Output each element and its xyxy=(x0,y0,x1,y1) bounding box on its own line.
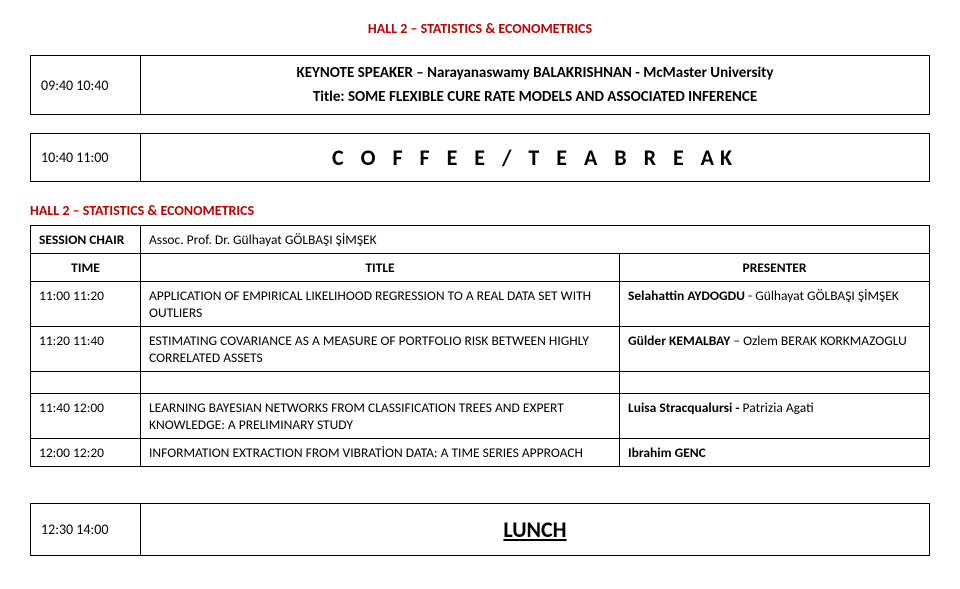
talk-time: 12:00 12:20 xyxy=(31,439,141,467)
session-chair-row: SESSION CHAIR Assoc. Prof. Dr. Gülhayat … xyxy=(31,226,930,254)
break-time: 10:40 11:00 xyxy=(31,134,141,182)
session-table: SESSION CHAIR Assoc. Prof. Dr. Gülhayat … xyxy=(30,225,930,467)
keynote-title-label: Title: xyxy=(313,88,345,106)
talk-title: ESTIMATING COVARIANCE AS A MEASURE OF PO… xyxy=(141,327,620,372)
talk-presenter: Gülder KEMALBAY – Ozlem BERAK KORKMAZOGL… xyxy=(620,327,930,372)
keynote-table: 09:40 10:40 KEYNOTE SPEAKER – Narayanasw… xyxy=(30,55,930,115)
keynote-title-row: Title: SOME FLEXIBLE CURE RATE MODELS AN… xyxy=(151,88,919,106)
talk-presenter: Selahattin AYDOGDU - Gülhayat GÖLBAŞI Şİ… xyxy=(620,282,930,327)
column-headers: TIME TITLE PRESENTER xyxy=(31,254,930,282)
talk-time: 11:40 12:00 xyxy=(31,394,141,439)
session-chair-name: Assoc. Prof. Dr. Gülhayat GÖLBAŞI ŞİMŞEK xyxy=(141,226,930,254)
col-title: TITLE xyxy=(141,254,620,282)
col-presenter: PRESENTER xyxy=(620,254,930,282)
talk-row: 12:00 12:20 INFORMATION EXTRACTION FROM … xyxy=(31,439,930,467)
hall-header: HALL 2 – STATISTICS & ECONOMETRICS xyxy=(30,20,930,37)
keynote-content: KEYNOTE SPEAKER – Narayanaswamy BALAKRIS… xyxy=(141,56,930,115)
talk-presenter: Ibrahim GENC xyxy=(620,439,930,467)
talk-presenter: Luisa Stracqualursi - Patrizia Agati xyxy=(620,394,930,439)
talk-row: 11:00 11:20 APPLICATION OF EMPIRICAL LIK… xyxy=(31,282,930,327)
hall-header-2: HALL 2 – STATISTICS & ECONOMETRICS xyxy=(30,202,930,219)
spacer-row xyxy=(31,372,930,394)
talk-title: LEARNING BAYESIAN NETWORKS FROM CLASSIFI… xyxy=(141,394,620,439)
talk-row: 11:40 12:00 LEARNING BAYESIAN NETWORKS F… xyxy=(31,394,930,439)
lunch-time: 12:30 14:00 xyxy=(31,504,141,556)
talk-time: 11:20 11:40 xyxy=(31,327,141,372)
talk-title: INFORMATION EXTRACTION FROM VIBRATİON DA… xyxy=(141,439,620,467)
talk-row: 11:20 11:40 ESTIMATING COVARIANCE AS A M… xyxy=(31,327,930,372)
keynote-title: SOME FLEXIBLE CURE RATE MODELS AND ASSOC… xyxy=(348,88,757,106)
lunch-label: LUNCH xyxy=(141,504,930,556)
break-label: C O F F E E / T E A B R E AK xyxy=(141,134,930,182)
keynote-speaker: KEYNOTE SPEAKER – Narayanaswamy BALAKRIS… xyxy=(151,64,919,82)
talk-time: 11:00 11:20 xyxy=(31,282,141,327)
break-table: 10:40 11:00 C O F F E E / T E A B R E AK xyxy=(30,133,930,182)
session-chair-label: SESSION CHAIR xyxy=(31,226,141,254)
talk-title: APPLICATION OF EMPIRICAL LIKELIHOOD REGR… xyxy=(141,282,620,327)
col-time: TIME xyxy=(31,254,141,282)
keynote-time: 09:40 10:40 xyxy=(31,56,141,115)
lunch-table: 12:30 14:00 LUNCH xyxy=(30,503,930,556)
